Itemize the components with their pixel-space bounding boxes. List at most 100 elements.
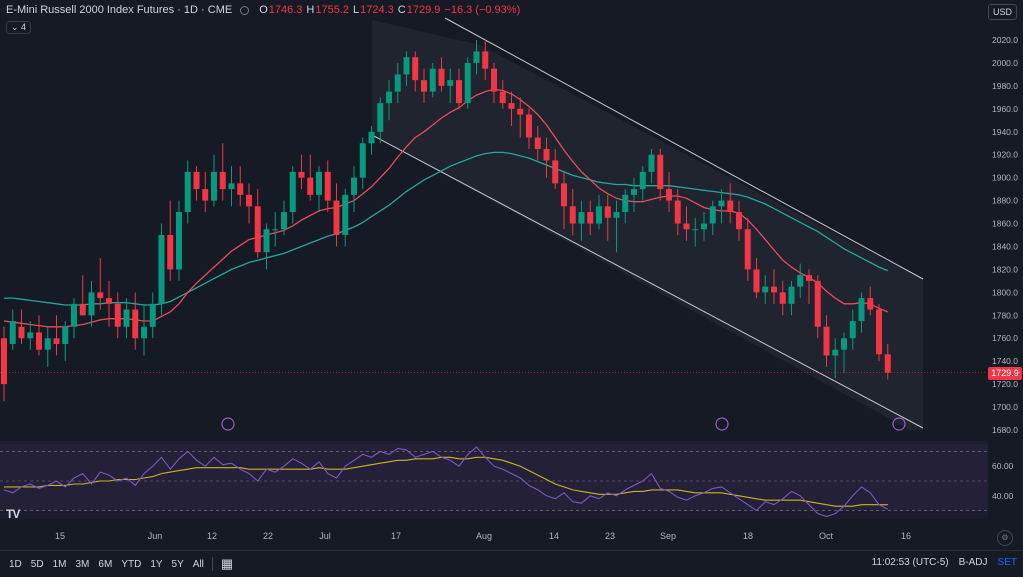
candle-body bbox=[18, 326, 25, 339]
price-tick-label: 2000.0 bbox=[992, 58, 1018, 68]
candle-body bbox=[876, 309, 882, 355]
candle-body bbox=[456, 80, 462, 104]
candle-body bbox=[841, 338, 847, 350]
time-tick-label: Oct bbox=[819, 531, 834, 541]
candle-body bbox=[53, 338, 60, 344]
candle-body bbox=[526, 114, 532, 138]
candle-body bbox=[324, 171, 331, 201]
candle-body bbox=[79, 303, 86, 316]
candle-body bbox=[246, 194, 252, 207]
candle-body bbox=[421, 80, 427, 92]
price-tick-label: 1980.0 bbox=[992, 81, 1018, 91]
candle-body bbox=[552, 160, 559, 184]
candle-body bbox=[333, 200, 340, 235]
candle-body bbox=[298, 171, 305, 178]
range-5y[interactable]: 5Y bbox=[171, 558, 184, 570]
candle-body bbox=[491, 68, 497, 92]
time-tick-label: Sep bbox=[660, 531, 676, 541]
candle-body bbox=[106, 298, 112, 304]
candle-body bbox=[184, 171, 191, 213]
rsi-band bbox=[0, 444, 988, 511]
range-1y[interactable]: 1Y bbox=[150, 558, 163, 570]
candle-body bbox=[316, 171, 322, 195]
channel-shade bbox=[372, 20, 923, 430]
candle-body bbox=[167, 235, 174, 270]
range-5d[interactable]: 5D bbox=[30, 558, 44, 570]
candle-body bbox=[718, 200, 725, 207]
price-chart[interactable]: 2020.0 2000.0 1980.0 1960.0 1940.0 1920.0 1900… bbox=[0, 0, 1023, 550]
time-tick-label: 17 bbox=[391, 531, 401, 541]
candle-body bbox=[753, 269, 760, 293]
candle-body bbox=[36, 332, 42, 350]
channel-lower-line bbox=[371, 134, 924, 429]
candle-body bbox=[219, 171, 226, 190]
candle-body bbox=[709, 206, 716, 224]
rsi-tick-label: 60.00 bbox=[992, 461, 1014, 471]
candle-body bbox=[158, 235, 165, 304]
indicators-toggle[interactable]: ⌄ 4 bbox=[6, 21, 32, 34]
time-tick-label: Aug bbox=[476, 531, 492, 541]
candle-body bbox=[578, 212, 585, 224]
price-tick-label: 1800.0 bbox=[992, 287, 1018, 297]
range-6m[interactable]: 6M bbox=[98, 558, 113, 570]
candle-body bbox=[289, 171, 296, 213]
candle-body bbox=[631, 189, 637, 195]
price-tick-label: 1960.0 bbox=[992, 104, 1018, 114]
range-3m[interactable]: 3M bbox=[75, 558, 90, 570]
clock[interactable]: 11:02:53 (UTC-5) bbox=[871, 557, 949, 568]
last-price-label: 1729.9 bbox=[988, 367, 1022, 380]
candle-body bbox=[377, 103, 384, 132]
set-button[interactable]: SET bbox=[997, 557, 1017, 568]
rsi-tick-label: 40.00 bbox=[992, 491, 1014, 501]
range-all[interactable]: All bbox=[192, 558, 204, 570]
symbol-title[interactable]: E-Mini Russell 2000 Index Futures · 1D ·… bbox=[6, 4, 233, 16]
time-tick-label: Jul bbox=[319, 531, 331, 541]
badj-button[interactable]: B-ADJ bbox=[958, 557, 988, 568]
event-marker-icon bbox=[715, 417, 729, 431]
candle-body bbox=[639, 171, 646, 190]
calendar-icon[interactable]: ▦ bbox=[220, 556, 234, 571]
candle-body bbox=[149, 303, 156, 327]
candle-body bbox=[814, 280, 821, 327]
candle-body bbox=[823, 326, 830, 356]
candle-body bbox=[114, 303, 121, 327]
candle-body bbox=[779, 292, 786, 304]
candle-body bbox=[123, 309, 130, 327]
candle-body bbox=[657, 154, 664, 190]
candle-body bbox=[797, 275, 804, 287]
candle-body bbox=[228, 183, 235, 190]
candle-body bbox=[596, 206, 602, 224]
candle-body bbox=[429, 68, 436, 92]
candle-body bbox=[403, 57, 410, 75]
candle-body bbox=[141, 326, 147, 339]
candle-body bbox=[71, 303, 77, 327]
price-tick-label: 1920.0 bbox=[992, 150, 1018, 160]
candle-body bbox=[499, 91, 506, 104]
time-tick-label: 14 bbox=[549, 531, 559, 541]
candle-body bbox=[62, 326, 69, 344]
price-tick-label: 2020.0 bbox=[992, 35, 1018, 45]
range-1d[interactable]: 1D bbox=[9, 558, 22, 570]
low-value: 1724.3 bbox=[360, 4, 394, 16]
candle-body bbox=[648, 154, 655, 172]
price-tick-label: 1720.0 bbox=[992, 379, 1018, 389]
candle-body bbox=[464, 62, 471, 104]
candle-body bbox=[176, 212, 182, 270]
candle-body bbox=[211, 171, 217, 201]
range-ytd[interactable]: YTD bbox=[121, 558, 142, 570]
currency-button[interactable]: USD bbox=[987, 4, 1017, 20]
candle-body bbox=[744, 229, 751, 270]
candle-body bbox=[193, 171, 200, 190]
candle-body bbox=[762, 286, 769, 293]
candle-body bbox=[788, 286, 795, 304]
candle-body bbox=[569, 206, 576, 224]
candle-body bbox=[254, 206, 261, 253]
candle-body bbox=[674, 200, 681, 224]
candle-body bbox=[351, 177, 357, 195]
event-marker-icon bbox=[221, 417, 235, 431]
candle-body bbox=[683, 223, 690, 230]
range-1m[interactable]: 1M bbox=[52, 558, 67, 570]
tradingview-logo[interactable]: TV bbox=[6, 507, 20, 521]
settings-gear-icon[interactable]: ⚙ bbox=[997, 530, 1013, 546]
candle-body bbox=[342, 194, 349, 235]
